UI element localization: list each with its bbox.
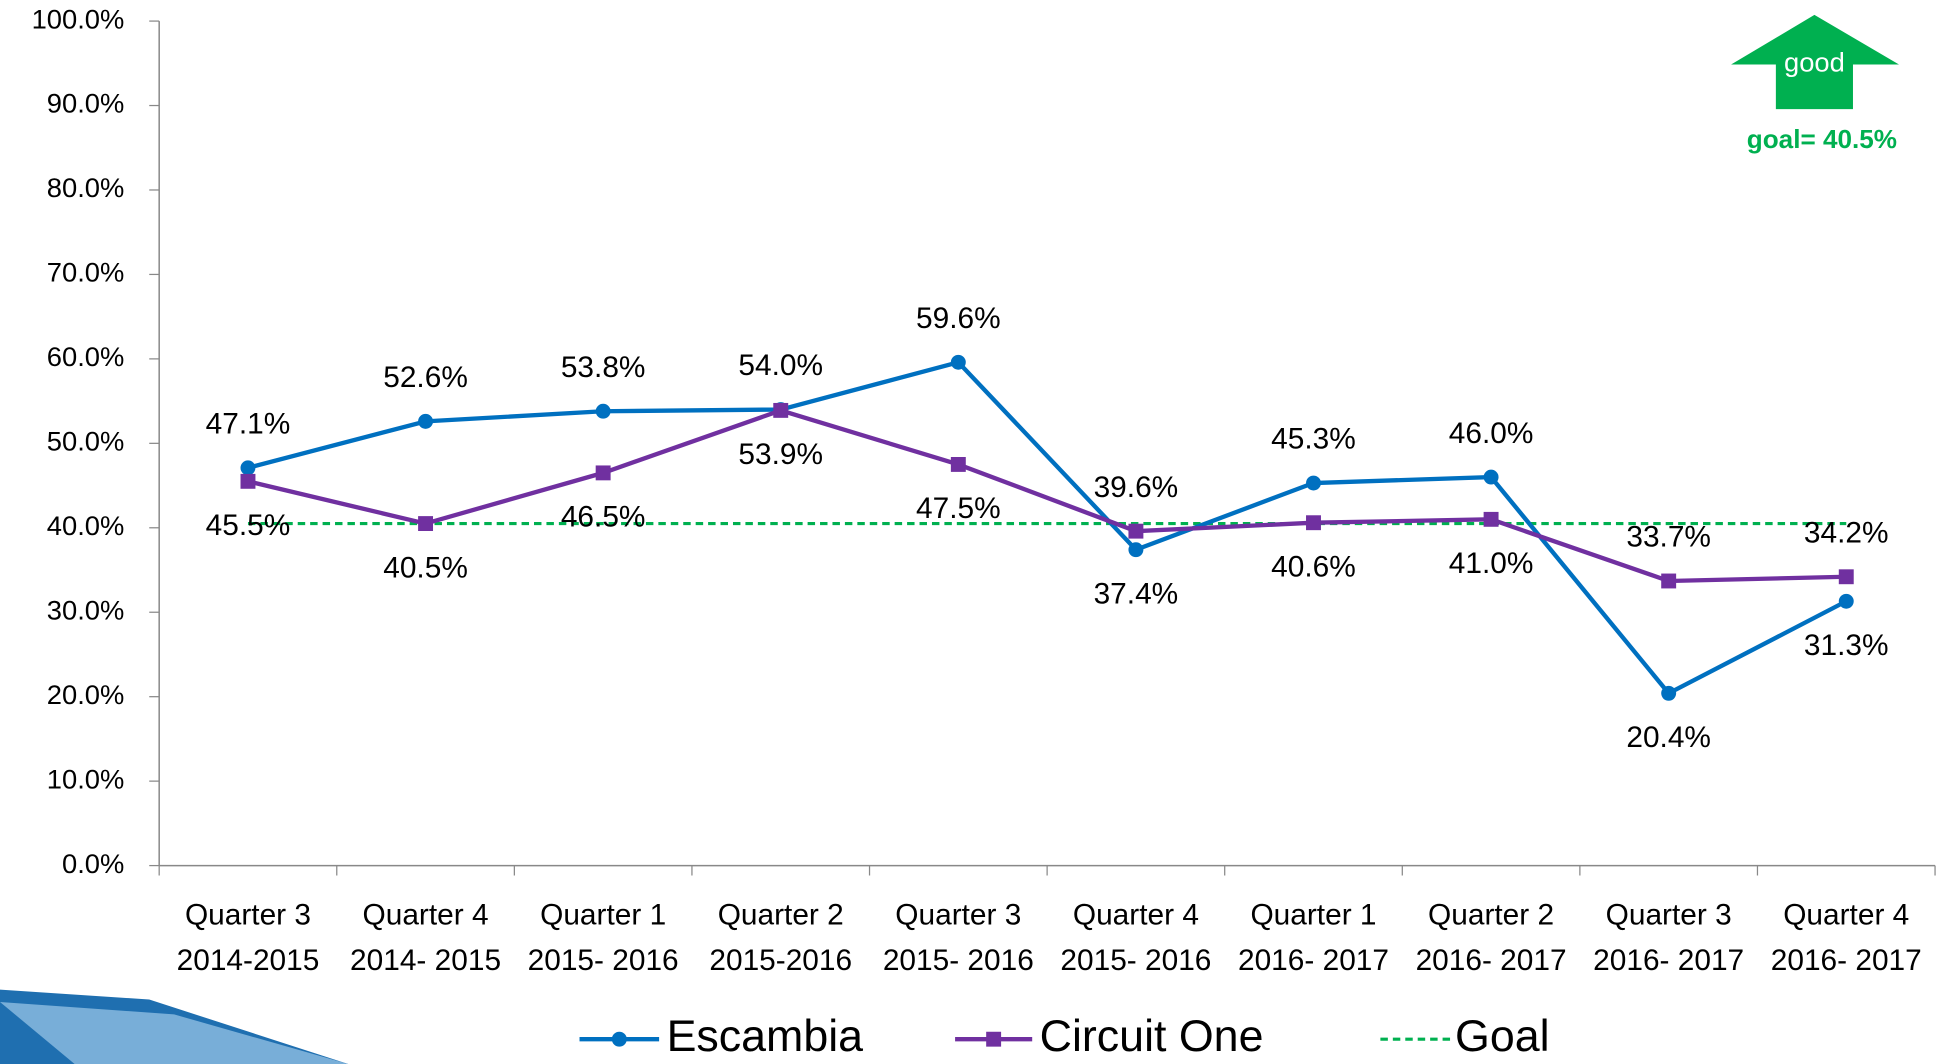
marker	[950, 457, 966, 472]
x-tick-label: Quarter 2	[718, 898, 844, 931]
data-label: 40.5%	[383, 551, 468, 584]
y-tick-label: 10.0%	[47, 763, 125, 794]
data-label: 52.6%	[383, 361, 468, 394]
x-tick-label: 2016- 2017	[1416, 944, 1567, 977]
data-label: 47.5%	[916, 492, 1001, 525]
marker	[950, 354, 966, 370]
x-tick-label: Quarter 2	[1428, 898, 1554, 931]
legend-label: Circuit One	[1040, 1012, 1264, 1061]
x-tick-label: Quarter 1	[1250, 898, 1376, 931]
marker	[1306, 475, 1321, 491]
data-label: 59.6%	[916, 302, 1001, 335]
y-tick-label: 30.0%	[47, 594, 125, 625]
marker	[595, 403, 611, 419]
data-label: 40.6%	[1271, 551, 1356, 584]
x-tick-label: 2015- 2016	[1060, 944, 1211, 977]
marker	[418, 516, 434, 532]
marker	[1483, 511, 1499, 527]
marker	[1128, 542, 1144, 558]
data-label: 53.8%	[561, 351, 646, 384]
marker	[1661, 573, 1677, 589]
legend-label: Goal	[1455, 1012, 1550, 1061]
goal-text: goal= 40.5%	[1747, 124, 1897, 154]
data-label: 45.3%	[1271, 423, 1356, 456]
y-tick-label: 40.0%	[47, 510, 125, 541]
data-label: 47.1%	[206, 408, 291, 441]
marker	[240, 473, 256, 489]
x-tick-label: Quarter 1	[540, 898, 666, 931]
marker	[1838, 569, 1854, 585]
data-label: 45.5%	[206, 509, 291, 542]
data-label: 46.5%	[561, 501, 646, 534]
data-label: 53.9%	[738, 438, 823, 471]
marker	[1128, 523, 1144, 539]
x-tick-label: Quarter 4	[1783, 898, 1909, 931]
marker	[418, 413, 434, 429]
y-tick-label: 0.0%	[62, 848, 124, 879]
data-label: 34.2%	[1804, 517, 1889, 550]
data-label: 41.0%	[1449, 547, 1534, 580]
good-arrow	[1731, 14, 1899, 110]
data-label: 54.0%	[738, 349, 823, 382]
data-label: 46.0%	[1449, 417, 1534, 450]
y-tick-label: 50.0%	[47, 426, 125, 457]
y-tick-label: 70.0%	[47, 257, 125, 288]
x-tick-label: 2016- 2017	[1238, 944, 1389, 977]
data-label: 33.7%	[1626, 521, 1711, 554]
marker	[1661, 685, 1677, 701]
y-tick-label: 90.0%	[47, 88, 125, 119]
x-tick-label: Quarter 3	[1606, 898, 1732, 931]
x-tick-label: 2015- 2016	[883, 944, 1034, 977]
marker	[773, 402, 789, 418]
legend-label: Escambia	[667, 1012, 864, 1061]
marker	[595, 465, 611, 481]
data-label: 31.3%	[1804, 629, 1889, 662]
x-tick-label: Quarter 4	[363, 898, 489, 931]
x-tick-label: 2015-2016	[709, 944, 852, 977]
x-tick-label: Quarter 3	[185, 898, 311, 931]
arrow-text: good	[1784, 47, 1845, 78]
legend-marker	[986, 1031, 1002, 1047]
x-tick-label: 2014-2015	[177, 944, 320, 977]
x-tick-label: Quarter 4	[1073, 898, 1199, 931]
marker	[1306, 515, 1321, 531]
y-tick-label: 60.0%	[47, 341, 125, 372]
y-tick-label: 80.0%	[47, 172, 125, 203]
y-tick-label: 20.0%	[47, 679, 125, 710]
data-label: 20.4%	[1626, 721, 1711, 754]
marker	[1483, 469, 1499, 485]
x-tick-label: 2014- 2015	[350, 944, 501, 977]
decoration	[0, 1001, 349, 1064]
data-label: 39.6%	[1094, 471, 1179, 504]
x-tick-label: 2016- 2017	[1771, 944, 1922, 977]
series-line	[247, 359, 1848, 697]
x-tick-label: Quarter 3	[895, 898, 1021, 931]
marker	[1838, 593, 1854, 609]
marker	[240, 460, 256, 476]
x-tick-label: 2016- 2017	[1593, 944, 1744, 977]
legend-marker	[611, 1031, 627, 1047]
series-line	[247, 408, 1847, 584]
y-tick-label: 100.0%	[32, 3, 125, 34]
data-label: 37.4%	[1094, 578, 1179, 611]
x-tick-label: 2015- 2016	[528, 944, 679, 977]
